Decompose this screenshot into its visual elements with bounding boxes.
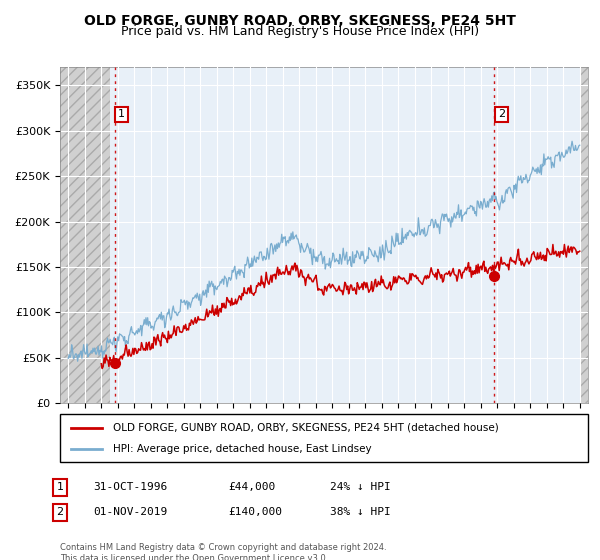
Text: 01-NOV-2019: 01-NOV-2019 <box>93 507 167 517</box>
Text: OLD FORGE, GUNBY ROAD, ORBY, SKEGNESS, PE24 5HT (detached house): OLD FORGE, GUNBY ROAD, ORBY, SKEGNESS, P… <box>113 423 499 433</box>
FancyBboxPatch shape <box>60 414 588 462</box>
Text: 1: 1 <box>118 109 125 119</box>
Text: Price paid vs. HM Land Registry's House Price Index (HPI): Price paid vs. HM Land Registry's House … <box>121 25 479 38</box>
Text: OLD FORGE, GUNBY ROAD, ORBY, SKEGNESS, PE24 5HT: OLD FORGE, GUNBY ROAD, ORBY, SKEGNESS, P… <box>84 14 516 28</box>
Bar <box>580 67 588 403</box>
Text: 31-OCT-1996: 31-OCT-1996 <box>93 482 167 492</box>
Text: £44,000: £44,000 <box>228 482 275 492</box>
Bar <box>60 67 110 403</box>
Text: Contains HM Land Registry data © Crown copyright and database right 2024.
This d: Contains HM Land Registry data © Crown c… <box>60 543 386 560</box>
Text: 2: 2 <box>498 109 505 119</box>
Text: 1: 1 <box>56 482 64 492</box>
Text: 2: 2 <box>56 507 64 517</box>
Text: 38% ↓ HPI: 38% ↓ HPI <box>330 507 391 517</box>
Text: HPI: Average price, detached house, East Lindsey: HPI: Average price, detached house, East… <box>113 444 371 454</box>
Text: £140,000: £140,000 <box>228 507 282 517</box>
Text: 24% ↓ HPI: 24% ↓ HPI <box>330 482 391 492</box>
